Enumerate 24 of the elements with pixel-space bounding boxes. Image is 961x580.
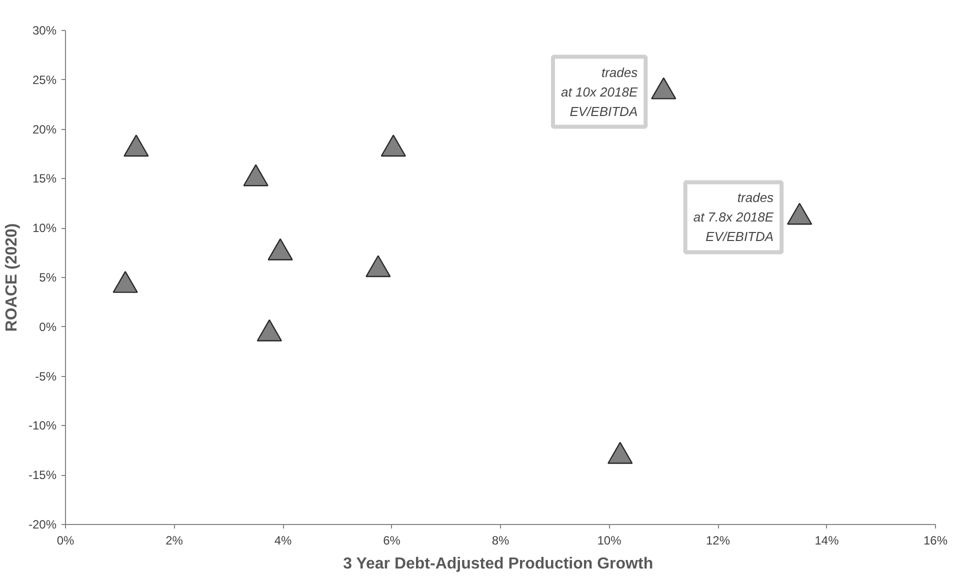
x-tick-label: 2% <box>166 534 184 548</box>
y-tick-label: -10% <box>28 418 57 433</box>
y-axis-title: ROACE (2020) <box>3 223 20 332</box>
x-tick-label: 0% <box>56 534 74 548</box>
x-axis-title: 3 Year Debt-Adjusted Production Growth <box>343 556 654 572</box>
x-tick-label: 8% <box>492 534 510 548</box>
x-tick-label: 4% <box>274 534 292 548</box>
y-tick-label: 25% <box>32 72 57 87</box>
x-tick-label: 14% <box>814 534 840 548</box>
x-tick-label: 16% <box>923 534 948 548</box>
y-tick-label: 15% <box>32 172 57 186</box>
y-tick-label: 10% <box>32 221 57 236</box>
annotation: trades at 10x 2018E EV/EBITDA <box>561 64 638 119</box>
y-tick-label: -20% <box>28 518 57 532</box>
annotation: trades at 7.8x 2018E EV/EBITDA <box>693 190 774 244</box>
y-tick-label: -5% <box>35 369 57 384</box>
x-tick-label: 12% <box>706 534 730 548</box>
x-tick-label: 6% <box>383 534 401 548</box>
y-tick-label: 5% <box>39 270 57 284</box>
y-tick-label: 30% <box>32 24 57 38</box>
y-tick-label: -15% <box>28 468 57 482</box>
y-tick-label: 0% <box>39 320 57 334</box>
x-tick-label: 10% <box>597 534 622 548</box>
y-tick-label: 20% <box>32 122 57 136</box>
